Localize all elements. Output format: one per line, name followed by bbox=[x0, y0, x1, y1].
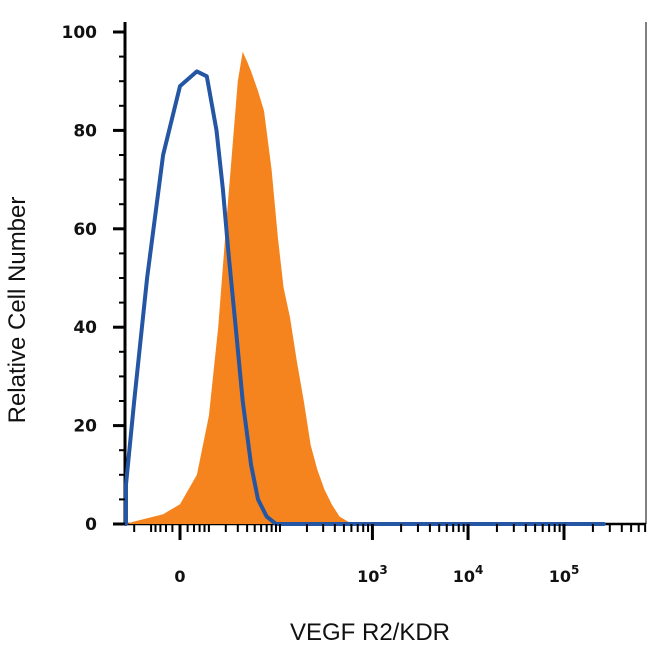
y-tick-label: 20 bbox=[73, 417, 97, 437]
x-tick-exponent: 4 bbox=[475, 563, 483, 577]
x-tick-label: 105 bbox=[549, 563, 580, 586]
x-tick-exponent: 3 bbox=[379, 563, 387, 577]
y-axis-ticks: 0 20 40 60 80 100 bbox=[62, 23, 125, 535]
series-layer bbox=[124, 51, 606, 526]
y-tick-label: 80 bbox=[73, 121, 97, 141]
y-tick-label: 0 bbox=[85, 515, 97, 535]
x-axis-title: VEGF R2/KDR bbox=[290, 619, 450, 646]
y-tick-label: 40 bbox=[73, 318, 97, 338]
x-tick-exponent: 5 bbox=[571, 563, 579, 577]
y-tick-label: 100 bbox=[62, 23, 98, 43]
y-axis-title: Relative Cell Number bbox=[4, 197, 31, 424]
x-tick-label: 0 bbox=[174, 567, 185, 586]
x-tick-label: 104 bbox=[453, 563, 484, 586]
x-tick-label: 103 bbox=[357, 563, 388, 586]
x-axis-ticks: 0 103 104 105 bbox=[133, 524, 647, 586]
series-1-outline-histogram bbox=[124, 69, 606, 526]
series-0-filled-histogram bbox=[126, 51, 604, 524]
y-tick-label: 60 bbox=[73, 220, 97, 240]
